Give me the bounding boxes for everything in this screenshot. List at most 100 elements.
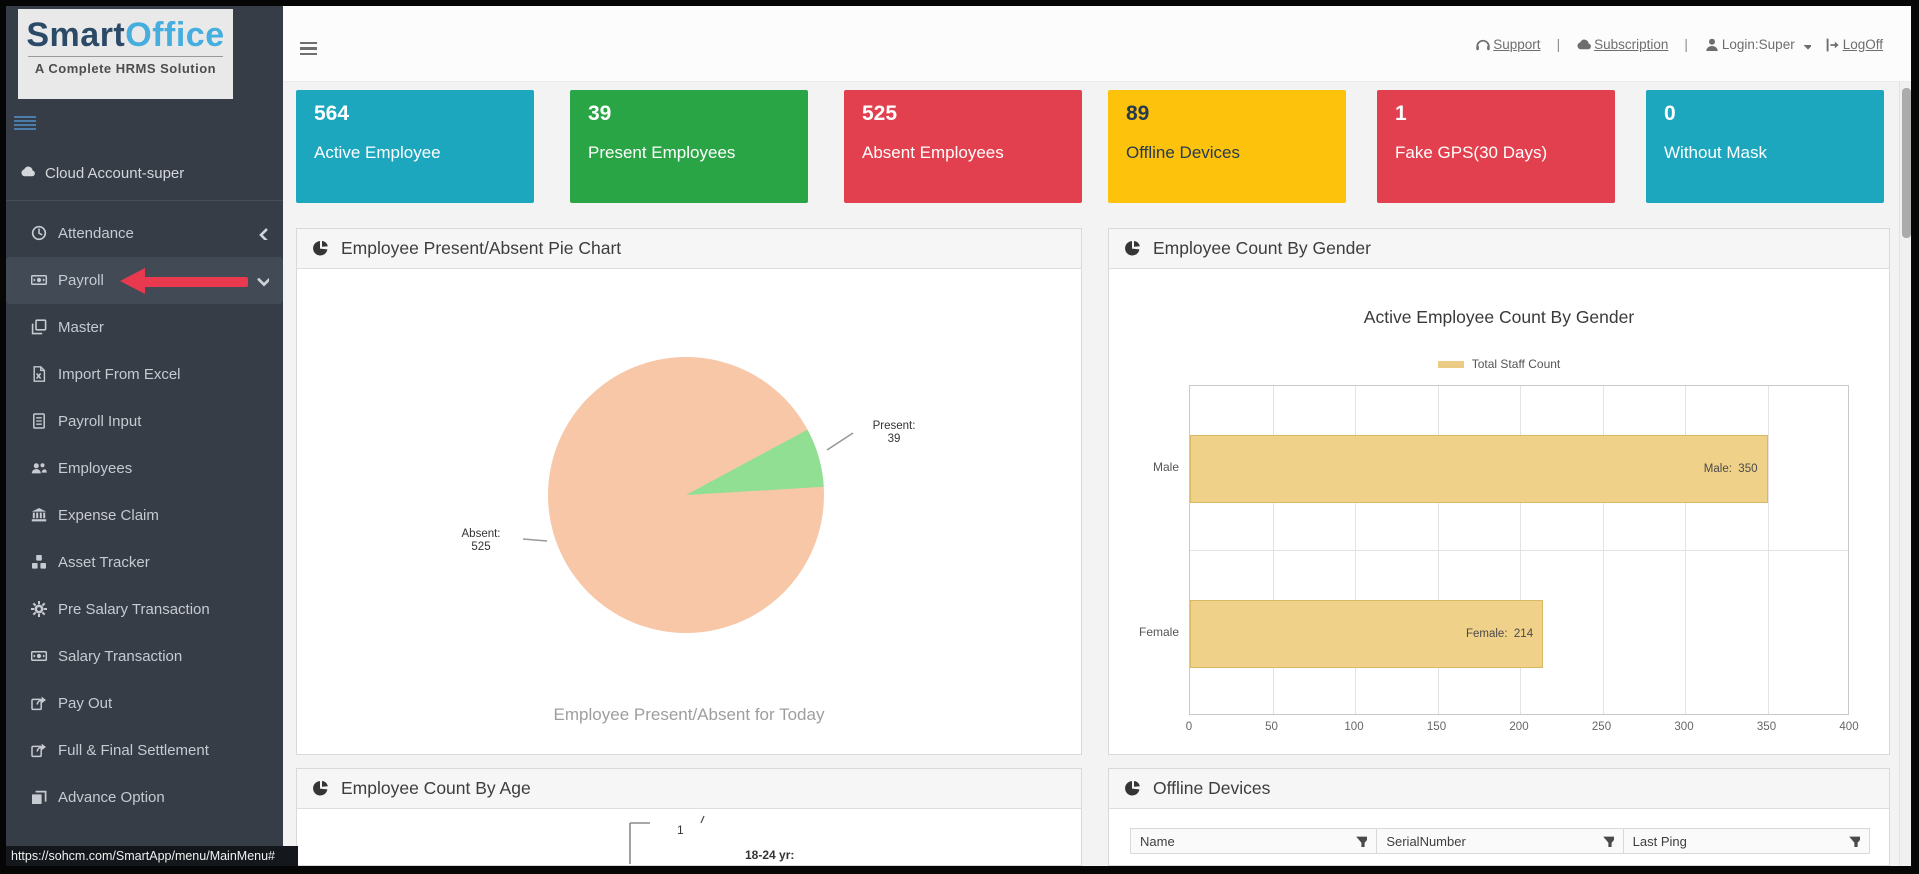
sidebar-item-expense-claim[interactable]: Expense Claim [6,492,283,539]
scrollbar-track[interactable] [1899,82,1911,866]
chevron-left-icon [259,228,268,240]
panel-title: Employee Count By Gender [1153,238,1371,258]
card-fake-gps: 1 Fake GPS(30 Days) [1377,90,1615,203]
panel-header: Offline Devices [1109,769,1889,809]
pie-chart: Present: 39 Absent: 525 Employee Present… [297,269,1081,753]
panel-header: Employee Present/Absent Pie Chart [297,229,1081,269]
gridline [1437,386,1439,714]
gender-legend-label: Total Staff Count [1471,357,1561,371]
sidebar-item-pre-salary-transaction[interactable]: Pre Salary Transaction [6,586,283,633]
sidebar-item-pay-out[interactable]: Pay Out [6,680,283,727]
gender-bar-chart: Active Employee Count By Gender Total St… [1109,269,1889,753]
gridline [1685,386,1686,714]
filter-funnel-icon[interactable] [1848,835,1860,847]
card-label: Fake GPS(30 Days) [1395,143,1548,162]
card-value: 0 [1664,102,1676,125]
panel-title: Offline Devices [1153,778,1271,798]
sidebar-item-full-final-settlement[interactable]: Full & Final Settlement [6,727,283,774]
chart-title: Active Employee Count By Gender [1363,307,1635,327]
top-nav: Support | Subscription | Login:Super Log… [1475,6,1883,82]
app-logo: SmartOffice A Complete HRMS Solution [18,9,233,99]
x-tick-label: 200 [1509,721,1529,733]
pie-label-absent: Absent: 525 [461,528,501,553]
sidebar-item-label: Expense Claim [58,507,159,524]
card-label: Offline Devices [1126,143,1241,162]
sidebar-item-employees[interactable]: Employees [6,445,283,492]
gridline [1602,386,1604,714]
filter-funnel-icon[interactable] [1602,835,1614,847]
sidebar-item-payroll[interactable]: Payroll [6,257,283,304]
sidebar-item-payroll-input[interactable]: Payroll Input [6,398,283,445]
card-without-mask: 0 Without Mask [1646,90,1884,203]
document-lines-icon [33,413,45,429]
pie-chart-icon [313,240,328,255]
brand-title: SmartOffice [26,16,225,54]
x-axis: 0 50 100 150 200 250 300 350 400 [1186,721,1859,737]
user-icon [1706,38,1718,51]
app-window: SmartOffice A Complete HRMS Solution Clo… [6,6,1911,866]
sidebar-item-advance-option[interactable]: Advance Option [6,774,283,821]
x-tick-label: 300 [1674,721,1694,733]
login-menu[interactable]: Login:Super [1704,37,1811,52]
logoff-link[interactable]: LogOff [1825,37,1883,52]
sidebar-item-label: Salary Transaction [58,648,183,665]
sidebar-item-label: Attendance [58,225,134,242]
sidebar-item-label: Employees [58,460,133,477]
panel-offline-devices: Offline Devices Name SerialNumber Last P… [1108,768,1890,866]
brand-tagline: A Complete HRMS Solution [34,61,217,76]
sidebar-item-salary-transaction[interactable]: Salary Transaction [6,633,283,680]
support-link[interactable]: Support [1475,37,1541,52]
card-label: Absent Employees [862,143,1004,162]
main-hamburger-icon[interactable] [300,42,317,55]
sidebar-menu: Attendance Payroll Master Import From Excel… [6,6,283,866]
card-offline-devices: 89 Offline Devices [1108,90,1346,203]
column-header-lastping[interactable]: Last Ping [1623,829,1869,853]
gridline [1767,386,1769,714]
sidebar-item-asset-tracker[interactable]: Asset Tracker [6,539,283,586]
layers-icon [31,790,47,805]
headphones-icon [1475,39,1491,51]
sidebar-item-attendance[interactable]: Attendance [6,210,283,257]
card-absent-employees: 525 Absent Employees [844,90,1082,203]
sidebar-item-label: Pre Salary Transaction [58,601,210,618]
sidebar-item-master[interactable]: Master [6,304,283,351]
age-bar-chart: 1 18-24 yr: [297,809,1081,864]
x-tick-label: 100 [1344,721,1364,733]
card-value: 525 [862,102,898,125]
gear-icon [31,601,47,617]
file-excel-icon [33,366,46,382]
pie-label-present: Present: 39 [872,420,916,445]
y-category-label: Male [1152,459,1179,474]
panel-title: Employee Count By Age [341,778,531,798]
copy-icon [31,319,47,335]
logoff-icon [1826,37,1840,52]
age-bar-value: 1 [677,823,684,837]
nav-separator: | [1556,36,1561,52]
sidebar-item-cloud-account[interactable]: Cloud Account-super [20,164,184,182]
card-value: 89 [1126,102,1150,125]
x-tick-label: 0 [1185,721,1193,733]
share-icon [31,695,47,711]
gridline [1272,386,1274,714]
x-tick-label: 50 [1265,721,1278,733]
gridline [1190,550,1848,551]
column-header-name[interactable]: Name [1131,829,1378,853]
sidebar-item-label: Full & Final Settlement [58,742,209,759]
column-header-serialnumber[interactable]: SerialNumber [1377,829,1624,853]
card-label: Active Employee [314,143,441,162]
sidebar-item-label: Pay Out [58,695,113,712]
gridline [1520,386,1521,714]
sidebar-hamburger-icon[interactable] [14,116,36,130]
gender-legend-swatch [1437,360,1464,368]
sidebar-item-label: Advance Option [58,789,165,806]
sidebar-item-import-from-excel[interactable]: Import From Excel [6,351,283,398]
filter-funnel-icon[interactable] [1355,835,1368,847]
bar-value-label: Female: 214 [1465,627,1534,640]
scrollbar-thumb[interactable] [1901,88,1911,238]
x-tick-label: 350 [1756,721,1777,733]
card-active-employee: 564 Active Employee [296,90,534,203]
cloud-icon [1577,39,1591,49]
card-label: Present Employees [588,143,736,162]
subscription-link[interactable]: Subscription [1576,37,1668,52]
panel-gender-count: Employee Count By Gender Active Employee… [1108,228,1890,755]
